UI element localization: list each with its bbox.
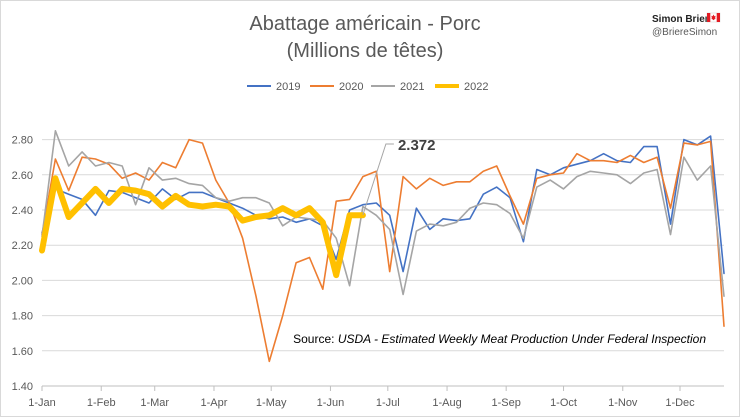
- x-tick-label: 1-Apr: [201, 397, 228, 409]
- y-tick-label: 2.80: [12, 135, 33, 147]
- x-tick-label: 1-Sep: [491, 397, 520, 409]
- author-handle: @BriereSimon: [652, 27, 717, 38]
- y-tick-label: 2.60: [12, 170, 33, 182]
- chart-subtitle: (Millions de têtes): [287, 40, 444, 62]
- y-tick-label: 1.60: [12, 346, 33, 358]
- x-axis: 1-Jan 1-Feb 1-Mar 1-Apr 1-May 1-Jun 1-Jul 1-Aug…: [28, 385, 724, 409]
- chart-title: Abattage américain - Porc: [249, 13, 480, 35]
- series-line-2021: [41, 130, 725, 298]
- x-tick-label: 1-Nov: [608, 397, 638, 409]
- y-tick-label: 2.00: [12, 275, 33, 287]
- y-tick-label: 2.40: [12, 205, 33, 217]
- annotation-label: 2.372: [398, 137, 436, 154]
- x-tick-label: 1-Jul: [376, 397, 400, 409]
- legend-label-2020: 2020: [339, 81, 363, 93]
- source-text: USDA - Estimated Weekly Meat Production …: [338, 332, 706, 346]
- annotation-leader-line: [362, 143, 394, 216]
- author-name: Simon Briere: [652, 14, 715, 25]
- series-lines: [39, 130, 725, 363]
- canada-flag-icon: [706, 12, 721, 23]
- x-tick-label: 1-Jan: [28, 397, 56, 409]
- y-tick-label: 1.40: [12, 381, 33, 393]
- series-line-2020: [41, 138, 725, 363]
- legend-label-2019: 2019: [276, 81, 300, 93]
- annotations: 2.372: [362, 137, 436, 216]
- legend-label-2021: 2021: [400, 81, 424, 93]
- y-tick-label: 2.20: [12, 240, 33, 252]
- legend: 2019 2020 2021 2022: [247, 81, 488, 93]
- series-line-2019: [41, 135, 725, 275]
- x-tick-label: 1-Oct: [550, 397, 577, 409]
- x-tick-label: 1-Dec: [665, 397, 695, 409]
- y-tick-label: 1.80: [12, 311, 33, 323]
- x-tick-label: 1-Mar: [140, 397, 169, 409]
- x-tick-label: 1-Aug: [432, 397, 461, 409]
- source-note: Source: USDA - Estimated Weekly Meat Pro…: [293, 332, 706, 346]
- x-tick-label: 1-May: [256, 397, 287, 409]
- x-tick-label: 1-Jun: [317, 397, 345, 409]
- source-prefix: Source:: [293, 332, 338, 346]
- legend-label-2022: 2022: [464, 81, 488, 93]
- y-axis-ticks: 1.40 1.60 1.80 2.00 2.20 2.40 2.60 2.80: [12, 135, 33, 393]
- series-line-2022: [39, 175, 366, 279]
- gridlines: [42, 139, 724, 387]
- x-tick-label: 1-Feb: [87, 397, 116, 409]
